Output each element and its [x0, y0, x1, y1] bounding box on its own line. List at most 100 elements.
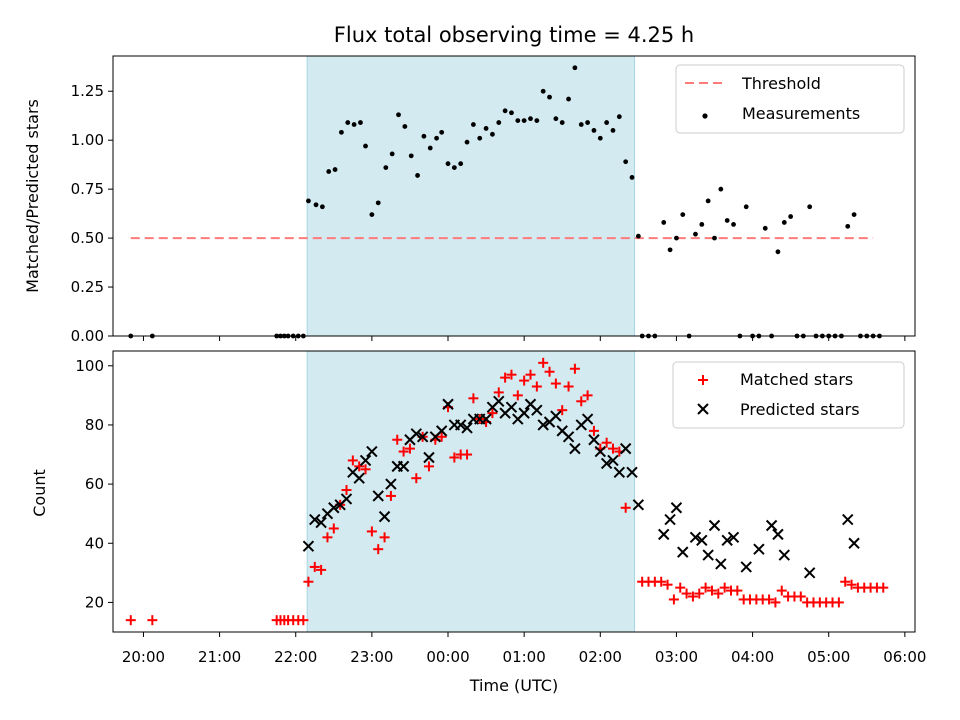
matched-star-point — [322, 532, 333, 543]
matched-star-point — [656, 576, 667, 587]
x-tick-label: 03:00 — [655, 648, 698, 666]
x-tick-label: 01:00 — [503, 648, 546, 666]
matched-star-point — [379, 532, 390, 543]
predicted-star-point — [340, 493, 353, 505]
y-axis-label: Matched/Predicted stars — [23, 99, 42, 293]
measurement-point — [326, 169, 332, 174]
predicted-star-point — [702, 549, 714, 561]
measurement-point — [845, 223, 851, 229]
predicted-star-point — [454, 419, 467, 431]
x-tick-label: 20:00 — [122, 648, 165, 666]
predicted-star-point — [670, 502, 683, 514]
matched-star-point — [694, 588, 705, 599]
predicted-star-point — [569, 442, 581, 455]
y-tick-label: 1.25 — [71, 82, 104, 100]
measurement-point — [396, 112, 401, 118]
predicted-star-point — [619, 442, 632, 455]
measurement-point — [553, 116, 559, 122]
measurement-point — [693, 231, 698, 237]
measurement-point — [509, 110, 514, 116]
measurement-point — [375, 200, 381, 206]
ratio-panel: Flux total observing time = 4.25 h 0.00 0… — [23, 23, 916, 345]
measurement-point — [712, 235, 717, 241]
predicted-star-point — [753, 543, 765, 555]
matched-star-point — [795, 591, 806, 602]
measurement-point — [389, 151, 395, 157]
predicted-star-point — [372, 490, 384, 502]
legend-measurements-swatch — [702, 113, 708, 119]
measurement-point — [788, 214, 794, 219]
predicted-star-point — [778, 549, 791, 561]
measurement-point — [616, 114, 622, 120]
matched-star-point — [700, 582, 711, 593]
predicted-star-point — [309, 513, 321, 526]
predicted-star-point — [626, 466, 638, 478]
predicted-star-point — [842, 513, 854, 526]
matched-star-point — [462, 449, 473, 460]
measurement-point — [851, 212, 857, 218]
matched-star-point — [620, 502, 631, 513]
predicted-star-point — [385, 478, 397, 490]
matched-star-point — [713, 588, 724, 599]
predicted-star-point — [708, 519, 721, 532]
predicted-star-point — [353, 472, 365, 484]
matched-star-point — [878, 582, 889, 593]
matched-star-point — [316, 564, 327, 575]
measurement-point — [402, 124, 408, 129]
matched-star-point — [662, 579, 673, 590]
matched-star-point — [366, 526, 377, 537]
matched-star-point — [328, 523, 339, 534]
legend-measurements-label: Measurements — [742, 104, 860, 123]
y-tick-label: 0.75 — [71, 180, 104, 198]
matched-star-point — [411, 473, 422, 484]
predicted-star-point — [772, 528, 784, 541]
measurement-point — [540, 88, 546, 94]
matched-star-point — [706, 585, 717, 596]
legend: Matched stars Predicted stars — [672, 361, 905, 429]
predicted-star-point — [632, 499, 645, 511]
measurement-point — [490, 131, 495, 137]
y-tick-label: 60 — [85, 475, 104, 493]
measurement-point — [458, 161, 464, 167]
measurement-point — [521, 118, 527, 124]
matched-star-point — [588, 425, 599, 436]
predicted-star-point — [493, 395, 505, 407]
measurement-point — [477, 135, 483, 141]
predicted-star-point — [550, 410, 562, 422]
y-tick-label: 80 — [85, 416, 104, 434]
matched-star-point — [607, 443, 618, 454]
measurement-point — [775, 249, 781, 255]
observing-window-shade — [306, 350, 636, 633]
y-tick-label: 1.00 — [71, 131, 104, 149]
measurement-point — [496, 120, 502, 125]
measurement-point — [661, 220, 667, 225]
predicted-star-point — [397, 460, 410, 473]
predicted-star-point — [442, 398, 454, 410]
matched-star-point — [298, 615, 309, 626]
predicted-star-point — [378, 510, 391, 523]
y-tick-label: 100 — [75, 357, 104, 375]
matched-star-point — [449, 452, 460, 463]
chart-title: Flux total observing time = 4.25 h — [334, 23, 694, 47]
x-tick-label: 00:00 — [426, 648, 469, 666]
legend-matched-label: Matched stars — [740, 370, 853, 389]
measurement-point — [762, 225, 768, 231]
measurement-point — [534, 118, 540, 124]
matched-star-point — [538, 357, 549, 368]
matched-star-point — [675, 582, 686, 593]
matched-star-point — [764, 594, 775, 605]
count-plot-frame — [112, 350, 916, 633]
measurement-point — [351, 122, 357, 127]
predicted-star-point — [359, 454, 372, 467]
predicted-star-point — [696, 534, 708, 547]
legend-frame — [672, 361, 905, 429]
count-panel: 20 40 60 80 100 20:00 21:00 22:00 23:00 00:00 01:… — [30, 350, 926, 695]
predicted-star-point — [848, 537, 860, 549]
matched-star-point — [557, 405, 568, 416]
ratio-plot-frame — [112, 55, 916, 337]
x-tick-label: 21:00 — [198, 648, 241, 666]
matched-star-point — [846, 579, 857, 590]
measurement-point — [585, 120, 591, 125]
measurement-point — [629, 174, 635, 180]
